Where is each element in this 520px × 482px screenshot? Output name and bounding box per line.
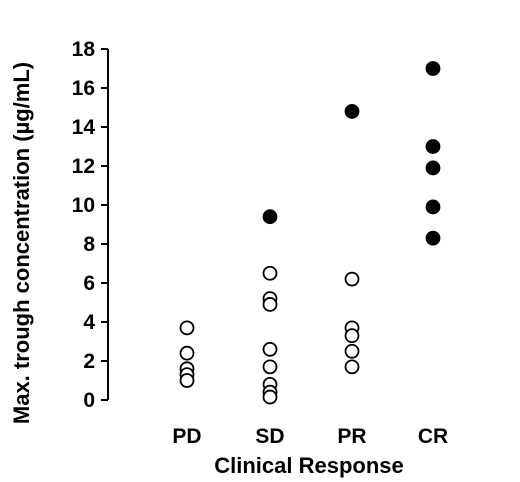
filled-data-point — [425, 139, 441, 154]
filled-data-point — [425, 199, 441, 215]
y-tick-label: 2 — [83, 350, 95, 373]
y-tick-label: 12 — [72, 155, 95, 178]
open-data-point — [344, 328, 360, 344]
open-data-point — [262, 359, 278, 375]
y-tick-label: 14 — [72, 116, 96, 139]
y-tick-label: 16 — [72, 77, 95, 100]
y-tick-label: 6 — [83, 272, 95, 295]
open-data-point — [179, 373, 195, 388]
x-category-label: CR — [418, 425, 448, 448]
y-axis-title: Max. trough concentration (µg/mL) — [9, 62, 34, 424]
x-category-label: PD — [172, 425, 201, 448]
filled-data-point — [425, 230, 441, 246]
open-data-point — [179, 320, 195, 336]
x-category-label: SD — [255, 425, 284, 448]
filled-data-point — [425, 61, 441, 76]
y-tick-label: 8 — [83, 233, 95, 256]
x-axis-title: Clinical Response — [214, 453, 404, 478]
x-axis-ticks: PD SD PR CR — [172, 425, 448, 448]
data-points — [179, 61, 441, 405]
y-tick-label: 18 — [72, 38, 96, 61]
open-data-point — [262, 297, 278, 312]
filled-data-point — [262, 209, 278, 225]
open-data-point — [262, 341, 278, 357]
open-data-point — [344, 343, 360, 359]
open-data-point — [179, 345, 195, 361]
y-tick-label: 10 — [72, 194, 95, 217]
y-tick-label: 4 — [83, 311, 95, 334]
open-data-point — [262, 389, 278, 405]
y-axis-ticks: 0 2 4 6 8 10 12 14 16 18 — [72, 38, 108, 412]
open-data-point — [344, 359, 360, 375]
x-category-label: PR — [337, 425, 366, 448]
filled-data-point — [425, 160, 441, 176]
y-tick-label: 0 — [83, 389, 95, 412]
filled-data-point — [344, 104, 360, 119]
open-data-point — [344, 271, 360, 287]
open-data-point — [262, 265, 278, 281]
